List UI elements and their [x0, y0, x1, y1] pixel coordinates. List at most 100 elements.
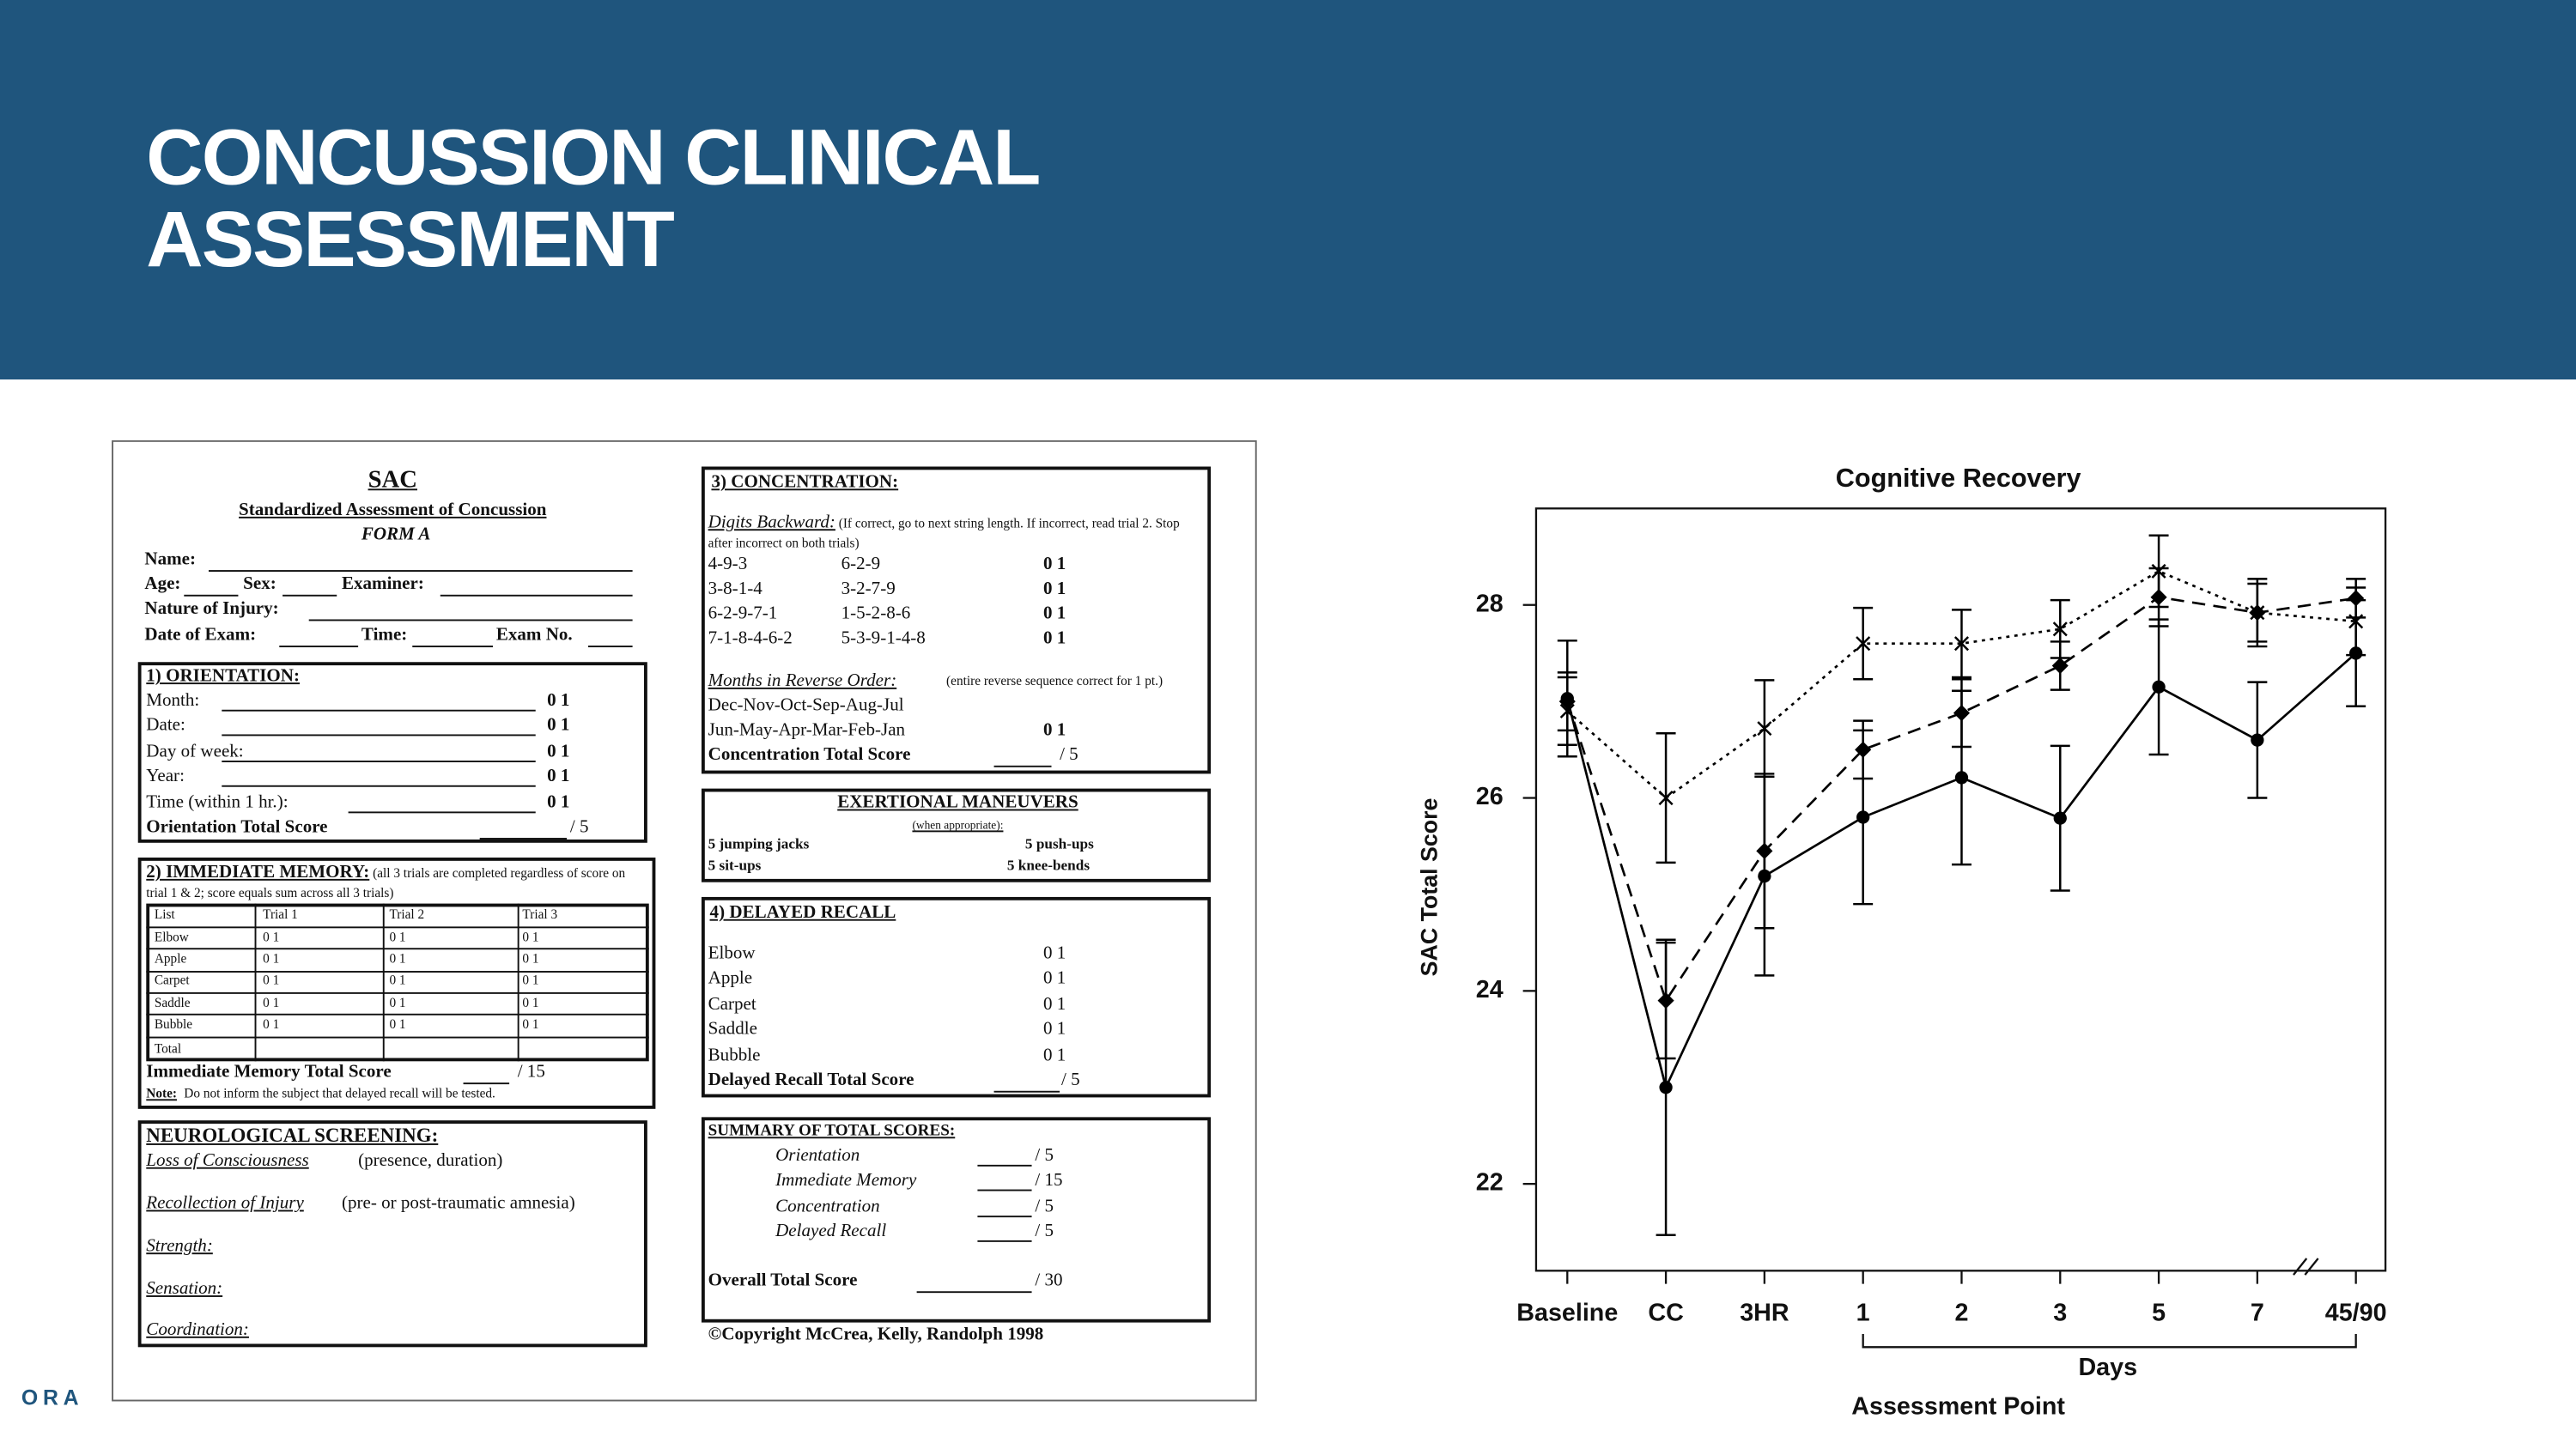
x-tick-label: CC	[1648, 1300, 1683, 1327]
form-text: / 15	[1035, 1171, 1063, 1191]
blank-line	[146, 948, 649, 950]
form-text: 3-2-7-9	[841, 579, 896, 599]
form-text: 1-5-2-8-6	[841, 603, 911, 624]
copyright: ©Copyright McCrea, Kelly, Randolph 1998	[708, 1325, 1044, 1345]
blank-line	[308, 619, 633, 621]
y-tick-label: 28	[1476, 590, 1504, 617]
form-text: Do not inform the subject that delayed r…	[184, 1086, 495, 1101]
form-text: 0 1	[389, 973, 406, 988]
form-text: 0 1	[1042, 628, 1066, 648]
form-text: Orientation Total Score	[146, 817, 328, 838]
form-text: 0 1	[1042, 554, 1066, 574]
form-text: 0 1	[389, 929, 406, 944]
blank-line	[977, 1240, 1032, 1242]
form-text: 0 1	[389, 1016, 406, 1033]
form-text: 0 1	[1042, 1019, 1066, 1040]
marker	[2152, 680, 2166, 694]
form-text: 0 1	[1042, 579, 1066, 599]
form-text: Day of week:	[146, 741, 244, 761]
blank-line	[222, 760, 536, 762]
form-text: Carpet	[154, 973, 190, 988]
form-text: 3-8-1-4	[708, 579, 762, 599]
digits-note: (If correct, go to next string length. I…	[708, 515, 1180, 551]
form-text: EXERTIONAL MANEUVERS	[837, 792, 1078, 813]
blank-line	[222, 785, 536, 788]
form-text: Overall Total Score	[708, 1270, 858, 1291]
form-text: / 5	[1035, 1145, 1054, 1166]
form-text: 0 1	[1042, 603, 1066, 624]
form-text: 0 1	[522, 1016, 539, 1033]
marker	[1657, 992, 1674, 1009]
form-text: 0 1	[522, 995, 539, 1010]
form-text: Carpet	[708, 994, 756, 1015]
form-text: 0 1	[263, 973, 280, 988]
blank-line	[222, 709, 536, 712]
form-text: Elbow	[154, 929, 189, 944]
form-text: Time:	[361, 625, 408, 646]
form-text: SUMMARY OF TOTAL SCORES:	[708, 1122, 956, 1141]
blank-line	[146, 925, 649, 928]
form-text: 5 jumping jacks	[708, 835, 810, 852]
axis-break	[2293, 1258, 2319, 1276]
form-text: (entire reverse sequence correct for 1 p…	[946, 673, 1163, 688]
form-text: 0 1	[522, 973, 539, 988]
form-text: 0 1	[1042, 968, 1066, 989]
y-axis-title: SAC Total Score	[1417, 798, 1443, 977]
form-text: / 5	[1060, 744, 1078, 765]
blank-line	[348, 810, 536, 813]
blank-line	[146, 1036, 649, 1039]
form-text: 0 1	[1042, 994, 1066, 1015]
blank-line	[222, 735, 536, 737]
form-text: Loss of Consciousness	[146, 1150, 309, 1171]
form-text: 0 1	[522, 929, 539, 944]
blank-line	[283, 594, 337, 597]
marker	[1954, 771, 1969, 785]
form-text: 5 push-ups	[1024, 835, 1094, 852]
form-text: Month:	[146, 690, 200, 711]
marker	[2052, 621, 2068, 637]
form-text: Months in Reverse Order:	[708, 670, 897, 691]
form-text: Elbow	[708, 943, 756, 964]
series-line	[1566, 569, 2356, 800]
marker	[2348, 614, 2364, 629]
form-text: / 30	[1035, 1270, 1063, 1291]
form-text: Time (within 1 hr.):	[146, 791, 289, 812]
form-text: NEUROLOGICAL SCREENING:	[146, 1124, 439, 1147]
header-band	[0, 0, 2576, 380]
form-text: Year:	[146, 767, 185, 787]
form-text: 0 1	[522, 950, 539, 967]
form-box	[137, 1120, 647, 1348]
marker	[2250, 605, 2265, 621]
form-text: 0 1	[547, 741, 570, 761]
form-text: Nature of Injury:	[144, 598, 279, 619]
form-text: 5-3-9-1-4-8	[841, 628, 926, 648]
form-text: 4-9-3	[708, 554, 748, 574]
form-text: 0 1	[1042, 943, 1066, 964]
marker	[1856, 810, 1870, 824]
form-text: Immediate Memory Total Score	[146, 1062, 392, 1082]
form-text: 5 knee-bends	[1006, 857, 1091, 874]
blank-line	[587, 646, 633, 648]
form-text: Sensation:	[146, 1277, 223, 1298]
form-text: Exam No.	[495, 625, 573, 646]
form-box	[701, 788, 1212, 882]
form-text: / 5	[1035, 1196, 1054, 1216]
form-text: 0 1	[263, 950, 280, 967]
blank-line	[412, 646, 493, 648]
form-text: Sex:	[243, 573, 276, 594]
form-text: 0 1	[1042, 1045, 1066, 1065]
blank-line	[146, 991, 649, 994]
marker	[1659, 1081, 1673, 1094]
form-box	[701, 1117, 1212, 1323]
y-tick-label: 22	[1476, 1169, 1504, 1197]
form-text: Immediate Memory	[775, 1171, 917, 1191]
form-text: Bubble	[154, 1016, 193, 1033]
form-text: Strength:	[146, 1236, 213, 1257]
blank-line	[184, 594, 239, 597]
form-text: 5 sit-ups	[708, 857, 762, 874]
form-text: 0 1	[263, 929, 280, 944]
x-tick-label: 7	[2251, 1300, 2264, 1327]
form-text: Concentration Total Score	[708, 744, 911, 765]
form-text: Name:	[144, 549, 196, 570]
